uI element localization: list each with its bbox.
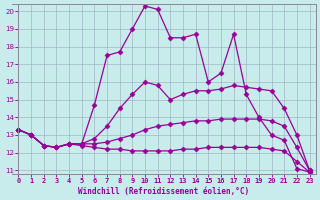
X-axis label: Windchill (Refroidissement éolien,°C): Windchill (Refroidissement éolien,°C) <box>78 187 250 196</box>
